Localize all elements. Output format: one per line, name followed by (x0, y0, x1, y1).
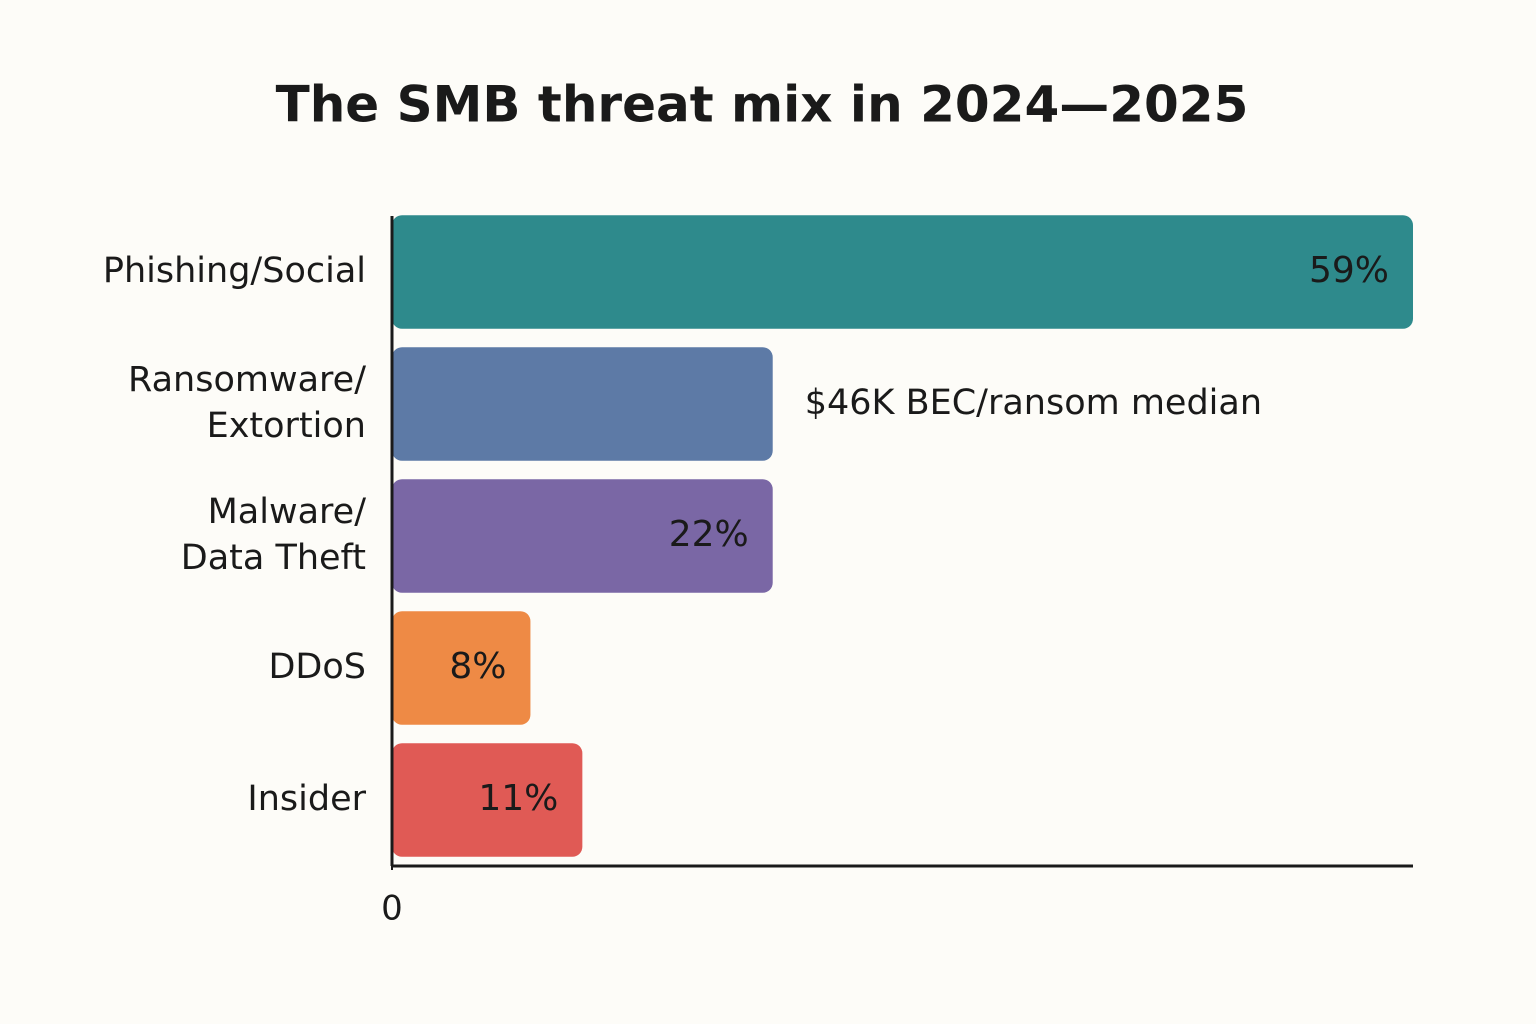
value-label: 8% (449, 646, 506, 687)
bar (392, 743, 583, 857)
bar (392, 479, 773, 593)
bar (392, 611, 531, 725)
bar (392, 215, 1413, 329)
chart-title: The SMB threat mix in 2024—2025 (276, 76, 1249, 134)
x-tick-label: 0 (381, 889, 403, 929)
bar (392, 347, 773, 461)
y-tick-label: Insider (247, 779, 366, 819)
y-tick-label: DDoS (268, 647, 366, 687)
value-label: 11% (478, 778, 558, 819)
annotation: $46K BEC/ransom median (805, 383, 1262, 423)
y-tick-label: Phishing/Social (103, 251, 366, 291)
value-label: 22% (669, 514, 749, 555)
y-tick-label: Malware/Data Theft (181, 492, 366, 578)
y-tick-label: Ransomware/Extortion (128, 360, 366, 446)
value-label: 59% (1309, 250, 1389, 291)
